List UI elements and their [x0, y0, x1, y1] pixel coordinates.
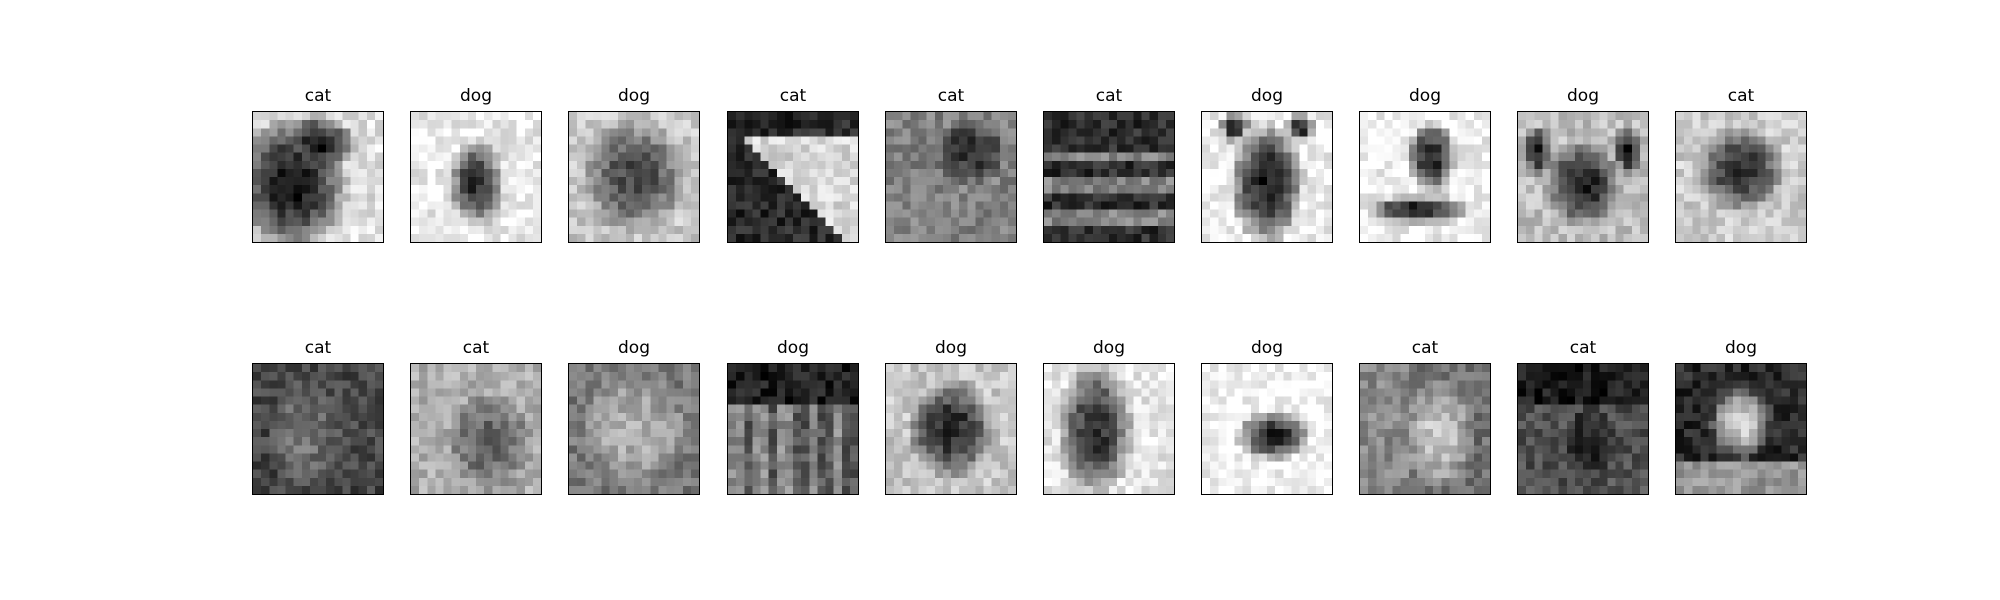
grayscale-thumbnail: [727, 111, 859, 243]
grayscale-thumbnail: [727, 363, 859, 495]
panel-label: cat: [937, 86, 965, 106]
grayscale-thumbnail: [1043, 111, 1175, 243]
panel-label: cat: [304, 338, 332, 358]
panel-label: dog: [1251, 86, 1283, 106]
grayscale-thumbnail: [410, 363, 542, 495]
panel-label: dog: [618, 86, 650, 106]
panel-label: cat: [304, 86, 332, 106]
grayscale-thumbnail: [1201, 111, 1333, 243]
grayscale-thumbnail: [252, 363, 384, 495]
panel-label: dog: [777, 338, 809, 358]
grayscale-thumbnail: [1043, 363, 1175, 495]
grayscale-thumbnail: [410, 111, 542, 243]
panel-label: dog: [1409, 86, 1441, 106]
panel-label: dog: [1567, 86, 1599, 106]
panel-label: dog: [618, 338, 650, 358]
panel-label: dog: [460, 86, 492, 106]
grayscale-thumbnail: [1675, 363, 1807, 495]
grayscale-thumbnail: [1359, 363, 1491, 495]
grayscale-thumbnail: [885, 363, 1017, 495]
grayscale-thumbnail: [568, 111, 700, 243]
panel-label: dog: [1725, 338, 1757, 358]
panel-label: dog: [935, 338, 967, 358]
panel-label: cat: [779, 86, 807, 106]
panel-label: cat: [1095, 86, 1123, 106]
panel-label: cat: [462, 338, 490, 358]
panel-label: cat: [1569, 338, 1597, 358]
panel-label: dog: [1251, 338, 1283, 358]
grayscale-thumbnail: [252, 111, 384, 243]
grayscale-thumbnail: [1675, 111, 1807, 243]
panel-label: cat: [1411, 338, 1439, 358]
grayscale-thumbnail: [1359, 111, 1491, 243]
panel-label: dog: [1093, 338, 1125, 358]
grayscale-thumbnail: [568, 363, 700, 495]
grayscale-thumbnail: [1517, 363, 1649, 495]
grayscale-thumbnail: [885, 111, 1017, 243]
panel-label: cat: [1727, 86, 1755, 106]
grayscale-thumbnail: [1517, 111, 1649, 243]
grayscale-thumbnail: [1201, 363, 1333, 495]
